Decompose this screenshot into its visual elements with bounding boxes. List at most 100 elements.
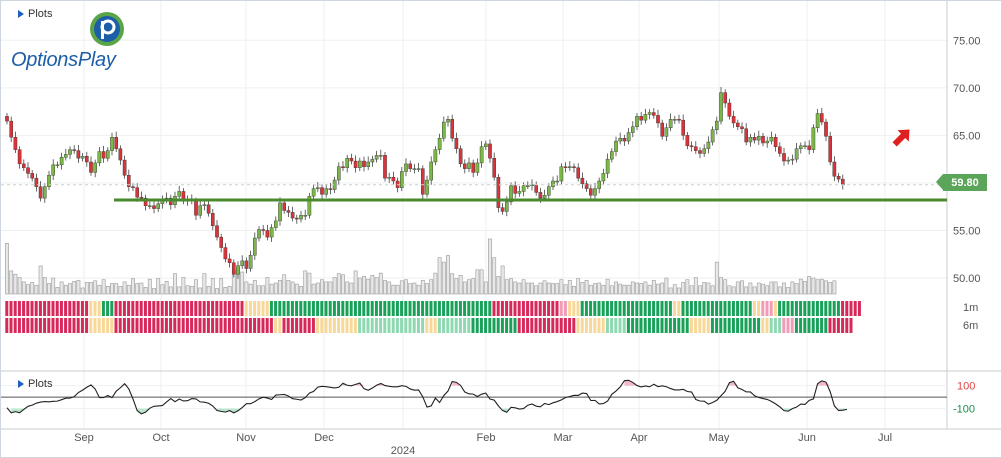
trend-cell-6m (9, 318, 13, 333)
trend-cell-1m (156, 301, 160, 316)
volume-bar (677, 287, 681, 295)
trend-cell-1m (295, 301, 299, 316)
trend-cell-1m (22, 301, 26, 316)
trend-cell-6m (131, 318, 135, 333)
trend-cell-6m (332, 318, 336, 333)
candle-body (358, 160, 362, 168)
candle-body (349, 157, 354, 162)
trend-cell-6m (47, 318, 51, 333)
candle-body (370, 158, 375, 163)
candle-body (248, 254, 253, 269)
candle-body (269, 227, 274, 238)
volume-bar (223, 287, 228, 295)
trend-cell-1m (9, 301, 13, 316)
candle-body (223, 247, 228, 260)
volume-bar (702, 282, 707, 295)
trend-cell-6m (761, 318, 765, 333)
osc-upper-label: 100 (957, 381, 975, 393)
trend-cell-1m (303, 301, 307, 316)
trend-cell-6m (290, 318, 294, 333)
candle-body (761, 136, 765, 144)
trend-cell-1m (206, 301, 210, 316)
trend-cell-6m (799, 318, 803, 333)
trend-cell-6m (13, 318, 17, 333)
trend-cell-6m (206, 318, 210, 333)
candle-body (353, 160, 358, 168)
candle-body (374, 155, 379, 160)
volume-bar (765, 285, 770, 295)
volume-bars (5, 238, 837, 295)
volume-bar (752, 286, 757, 295)
trend-cell-6m (89, 318, 93, 333)
candle-body (731, 116, 736, 124)
osc-lower-label: -100 (953, 404, 975, 416)
expand-triangle-icon (18, 380, 24, 388)
trend-cell-1m (366, 301, 370, 316)
trend-cell-1m (68, 301, 72, 316)
trend-cell-6m (757, 318, 761, 333)
trend-cell-1m (232, 301, 236, 316)
volume-bar (790, 281, 795, 295)
plots-toggle-top[interactable]: Plots (18, 8, 52, 20)
trend-cell-6m (652, 318, 656, 333)
trend-cell-1m (576, 301, 580, 316)
trend-cell-6m (446, 318, 450, 333)
trend-cell-6m (185, 318, 189, 333)
trend-cell-1m (143, 301, 147, 316)
trend-cell-6m (408, 318, 412, 333)
candle-body (404, 163, 408, 172)
trend-cell-6m (114, 318, 118, 333)
trend-cell-1m (89, 301, 93, 316)
trend-cell-1m (47, 301, 51, 316)
volume-bar (735, 281, 740, 295)
trend-cell-6m (584, 318, 588, 333)
trend-cell-1m (215, 301, 219, 316)
trend-cell-6m (618, 318, 622, 333)
volume-bar (786, 287, 791, 295)
plots-toggle-bottom[interactable]: Plots (18, 378, 52, 390)
candle-body (110, 137, 114, 151)
trend-cell-1m (589, 301, 593, 316)
volume-bar (13, 273, 18, 295)
candle-body (387, 176, 392, 179)
options-play-logo: OptionsPlay (11, 11, 141, 73)
trend-cell-6m (442, 318, 446, 333)
candle-body (450, 118, 455, 139)
trend-cell-1m (93, 301, 97, 316)
trend-cell-1m (370, 301, 374, 316)
trend-cell-1m (685, 301, 689, 316)
candle-body (626, 132, 631, 142)
candle-body (244, 260, 249, 269)
volume-bar (748, 282, 753, 295)
trend-cell-6m (127, 318, 131, 333)
trend-cell-6m (458, 318, 462, 333)
candle-body (126, 175, 131, 187)
trend-cell-1m (324, 301, 328, 316)
trend-cell-6m (492, 318, 496, 333)
trend-cell-6m (836, 318, 840, 333)
trend-cell-1m (534, 301, 538, 316)
candle-body (610, 151, 614, 160)
trend-cell-1m (5, 301, 9, 316)
trend-cell-1m (227, 301, 231, 316)
trend-cell-6m (341, 318, 345, 333)
trend-cell-6m (425, 318, 429, 333)
trend-cell-6m (849, 318, 853, 333)
trend-cell-1m (353, 301, 357, 316)
trend-cell-1m (454, 301, 458, 316)
y-tick-label: 65.00 (953, 130, 981, 142)
volume-bar (450, 273, 455, 295)
trend-cell-6m (118, 318, 122, 333)
trend-cell-6m (824, 318, 828, 333)
volume-bar (47, 283, 51, 295)
trend-cell-1m (698, 301, 702, 316)
trend-cell-6m (794, 318, 798, 333)
trend-cell-6m (568, 318, 572, 333)
trend-cell-6m (605, 318, 609, 333)
candle-body (17, 149, 22, 165)
volume-bar (160, 284, 165, 295)
osc-oversold-fill (11, 408, 847, 414)
trend-cell-6m (299, 318, 303, 333)
trend-cell-6m (253, 318, 257, 333)
